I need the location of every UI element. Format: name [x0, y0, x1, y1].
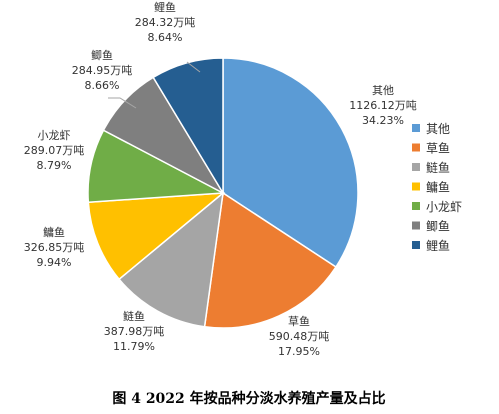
- legend-label: 其他: [426, 122, 450, 136]
- leader-lines: [108, 61, 201, 109]
- legend-swatch: [412, 221, 420, 230]
- data-labels: 其他 1126.12万吨 34.23% 草鱼 590.48万吨 17.95% 鲢鱼 387.9…: [24, 0, 417, 358]
- figure-caption: 图 4 2022 年按品种分淡水养殖产量及占比: [112, 390, 385, 407]
- legend-label: 鲤鱼: [426, 239, 450, 253]
- leader-line: [108, 97, 137, 109]
- legend-swatch: [412, 202, 420, 210]
- leader-line: [186, 61, 201, 73]
- pie-slice: [118, 191, 225, 328]
- pie-slice: [203, 191, 337, 329]
- pie-slice: [152, 57, 224, 196]
- slice-data-label: 草鱼 590.48万吨 17.95%: [269, 314, 330, 358]
- legend-label: 鳙鱼: [426, 180, 450, 195]
- slice-data-label: 小龙虾 289.07万吨 8.79%: [24, 129, 85, 172]
- pie-slice: [87, 192, 226, 281]
- slice-data-label: 鲢鱼 387.98万吨 11.79%: [104, 309, 165, 353]
- legend-label: 草鱼: [426, 142, 450, 156]
- legend-swatch: [412, 143, 420, 152]
- legend-label: 鲢鱼: [426, 160, 450, 175]
- legend-label: 鲫鱼: [426, 220, 450, 234]
- slice-data-label: 其他 1126.12万吨 34.23%: [349, 84, 417, 127]
- pie-slices: [87, 57, 359, 329]
- legend-label: 小龙虾: [426, 200, 462, 214]
- slice-data-label: 鲫鱼 284.95万吨 8.66%: [72, 48, 133, 92]
- legend-swatch: [412, 182, 420, 191]
- slice-data-label: 鲤鱼 284.32万吨 8.64%: [135, 0, 196, 44]
- legend-swatch: [412, 124, 420, 132]
- legend-swatch: [412, 163, 420, 171]
- slice-data-label: 鳙鱼 326.85万吨 9.94%: [24, 225, 85, 269]
- legend-swatch: [412, 241, 420, 249]
